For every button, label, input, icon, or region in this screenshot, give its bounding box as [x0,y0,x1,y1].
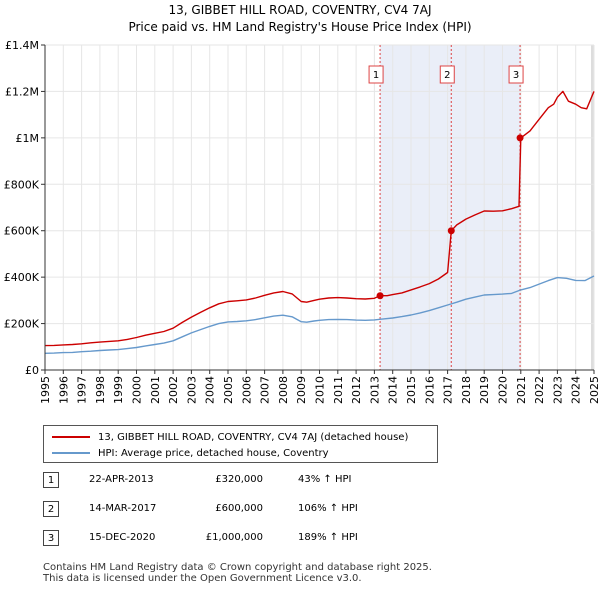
chart-title: 13, GIBBET HILL ROAD, COVENTRY, CV4 7AJ … [0,2,600,36]
footer: Contains HM Land Registry data © Crown c… [43,562,432,584]
x-tick-label: 2019 [478,376,491,404]
legend-item-property: 13, GIBBET HILL ROAD, COVENTRY, CV4 7AJ … [52,429,408,445]
sale-number-badge: 3 [43,530,59,546]
sale-label-frame [439,65,455,84]
x-tick-label: 2025 [588,376,600,404]
property-price-line [44,90,595,347]
x-tick-label: 2017 [442,376,455,404]
sale-label-text: 3 [513,70,519,81]
x-tick-label: 2014 [387,376,400,404]
x-tick-label: 2009 [295,376,308,404]
x-tick-label: 2003 [185,376,198,404]
legend-label-property: 13, GIBBET HILL ROAD, COVENTRY, CV4 7AJ … [98,431,409,443]
y-tick-label: £0 [25,364,39,377]
legend: 13, GIBBET HILL ROAD, COVENTRY, CV4 7AJ … [43,425,438,463]
legend-swatch-property [52,436,90,438]
sale-point [447,227,455,235]
sale-price: £320,000 [215,474,263,485]
legend-swatch-hpi [52,452,90,454]
future-hatch [591,45,594,370]
sale-hpi-change: 43% ↑ HPI [298,474,352,485]
x-tick-label: 2008 [277,376,290,404]
x-tick-label: 2020 [497,376,510,404]
legend-label-hpi: HPI: Average price, detached house, Cove… [98,447,329,459]
sale-label-box: 2 [439,65,455,84]
footer-licence: This data is licensed under the Open Gov… [43,573,362,584]
x-tick-label: 2023 [551,376,564,404]
x-tick-label: 2005 [222,376,235,404]
footer-copyright: Contains HM Land Registry data © Crown c… [43,562,432,573]
x-tick-label: 2013 [368,376,381,404]
x-tick-label: 1997 [76,376,89,404]
x-tick-label: 2021 [515,376,528,404]
sale-hpi-change: 189% ↑ HPI [298,532,358,543]
sale-label-box: 3 [508,65,524,84]
y-tick-label: £200K [4,318,40,331]
x-tick-label: 2022 [533,376,546,404]
hpi-line [44,275,595,354]
sale-number-badge: 1 [43,472,59,488]
legend-item-hpi: HPI: Average price, detached house, Cove… [52,445,329,461]
x-tick-label: 1996 [57,376,70,404]
x-tick-label: 2010 [314,376,327,404]
sale-period-shade [451,45,521,370]
x-tick-label: 2024 [570,376,583,404]
x-tick-label: 2006 [240,376,253,404]
x-tick-label: 2015 [405,376,418,404]
sale-number-badge: 2 [43,501,59,517]
chart-subtitle: Price paid vs. HM Land Registry's House … [128,20,472,34]
sale-label-frame [368,65,384,84]
sale-date: 15-DEC-2020 [89,532,156,543]
sale-price: £1,000,000 [205,532,263,543]
y-tick-label: £1.4M [5,39,39,52]
x-tick-label: 2012 [350,376,363,404]
sale-date: 22-APR-2013 [89,474,154,485]
sale-point [376,292,384,300]
sale-period-shade [380,45,452,370]
sale-date: 14-MAR-2017 [89,503,157,514]
x-tick-label: 2018 [460,376,473,404]
x-tick-label: 1999 [112,376,125,404]
y-tick-label: £1M [16,132,40,145]
x-tick-label: 1998 [94,376,107,404]
x-tick-label: 2007 [259,376,272,404]
sale-label-box: 1 [368,65,384,84]
price-chart: 1 2 3 £0 £200K £400K £600K £800K £1M £1.2M £1.4M 1… [4,39,600,404]
x-tick-label: 2011 [332,376,345,404]
sale-hpi-change: 106% ↑ HPI [298,503,358,514]
chart-title-main: 13, GIBBET HILL ROAD, COVENTRY, CV4 7AJ [168,3,432,17]
x-tick-label: 2016 [423,376,436,404]
sale-row: 1 22-APR-2013 £320,000 43% ↑ HPI [43,472,463,490]
sale-label-text: 1 [373,70,379,81]
x-tick-label: 2004 [204,376,217,404]
x-tick-label: 2002 [167,376,180,404]
x-tick-label: 1995 [39,376,52,404]
y-tick-label: £800K [4,178,40,191]
sale-row: 3 15-DEC-2020 £1,000,000 189% ↑ HPI [43,530,463,548]
x-tick-label: 2001 [149,376,162,404]
x-tick-label: 2000 [131,376,144,404]
y-tick-label: £600K [4,225,40,238]
y-tick-label: £1.2M [5,85,39,98]
y-tick-label: £400K [4,271,40,284]
sale-point [516,134,524,142]
sale-row: 2 14-MAR-2017 £600,000 106% ↑ HPI [43,501,463,519]
sale-price: £600,000 [215,503,263,514]
sale-label-text: 2 [444,70,450,81]
sale-label-frame [508,65,524,84]
